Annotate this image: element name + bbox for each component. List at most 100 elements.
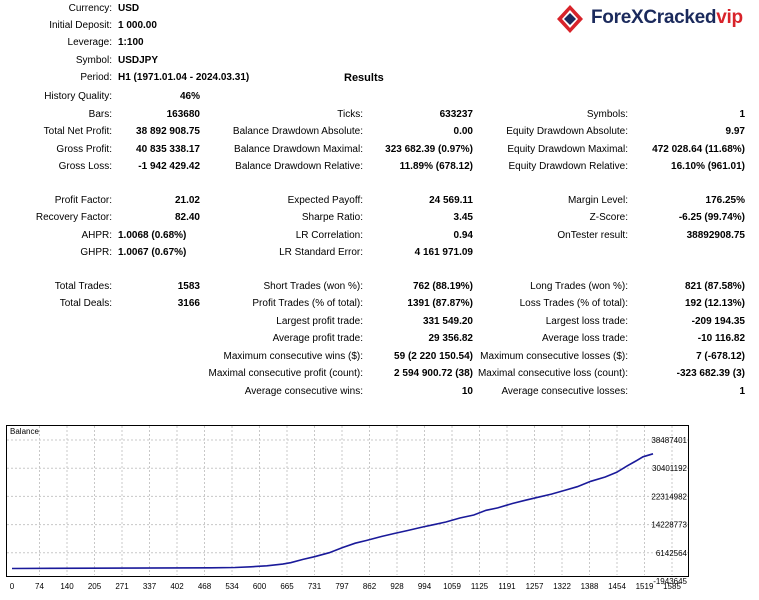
currency-label: Currency:: [68, 3, 112, 14]
lr-standard-error-value: 4 161 971.09: [414, 247, 473, 258]
symbols-label: Symbols:: [586, 109, 628, 120]
y-tick-label: 38487401: [651, 436, 687, 445]
z-score-label: Z-Score:: [589, 212, 628, 223]
x-tick-label: 74: [35, 582, 44, 591]
currency-value: USD: [118, 3, 140, 14]
lr-correlation-value: 0.94: [453, 230, 473, 241]
ghpr-label: GHPR:: [80, 247, 112, 258]
ontester-result-value: 38892908.75: [686, 230, 745, 241]
largest-loss-trade-label: Largest loss trade:: [545, 316, 628, 327]
avg-consecutive-wins-value: 10: [461, 386, 473, 397]
max-consecutive-wins-label: Maximum consecutive wins ($):: [223, 351, 363, 362]
loss-trades-label: Loss Trades (% of total):: [519, 298, 628, 309]
balance-chart: 0 74 140 205 271 337 402 468 534 600 665 731 797 862 9…: [6, 425, 689, 591]
x-tick-label: 1322: [553, 582, 571, 591]
chart-title: Balance: [10, 427, 39, 436]
avg-consecutive-losses-value: 1: [739, 386, 745, 397]
equity-dd-maximal-value: 472 028.64 (11.68%): [652, 144, 745, 155]
x-tick-label: 271: [115, 582, 129, 591]
x-tick-label: 600: [253, 582, 267, 591]
z-score-value: -6.25 (99.74%): [678, 212, 745, 223]
largest-profit-trade-value: 331 549.20: [422, 316, 473, 327]
average-profit-trade-label: Average profit trade:: [272, 333, 363, 344]
short-trades-label: Short Trades (won %):: [263, 281, 363, 292]
lr-standard-error-label: LR Standard Error:: [279, 247, 363, 258]
x-tick-label: 994: [418, 582, 432, 591]
logo-text-accent: vip: [716, 7, 743, 28]
ahpr-value: 1.0068 (0.68%): [118, 230, 187, 241]
period-label: Period:: [80, 72, 112, 83]
x-tick-label: 1191: [498, 582, 516, 591]
average-loss-trade-label: Average loss trade:: [542, 333, 628, 344]
margin-level-label: Margin Level:: [567, 195, 628, 206]
symbol-value: USDJPY: [118, 55, 159, 66]
expected-payoff-value: 24 569.11: [429, 195, 473, 206]
sharpe-ratio-label: Sharpe Ratio:: [301, 212, 363, 223]
x-tick-label: 731: [308, 582, 322, 591]
x-tick-label: 862: [363, 582, 377, 591]
results-title: Results: [344, 72, 384, 84]
y-tick-label: 22314982: [651, 492, 687, 501]
y-tick-label: 14228773: [651, 521, 687, 530]
profit-trades-value: 1391 (87.87%): [407, 298, 473, 309]
maximal-consecutive-profit-value: 2 594 900.72 (38): [394, 368, 473, 379]
x-tick-label: 402: [170, 582, 184, 591]
maximal-consecutive-loss-value: -323 682.39 (3): [676, 368, 745, 379]
total-deals-label: Total Deals:: [59, 298, 112, 309]
max-consecutive-losses-value: 7 (-678.12): [696, 351, 745, 362]
logo-text: ForeXCrackedvip: [591, 7, 743, 29]
loss-trades-value: 192 (12.13%): [684, 298, 745, 309]
balance-dd-absolute-label: Balance Drawdown Absolute:: [232, 126, 363, 137]
equity-dd-absolute-value: 9.97: [725, 126, 745, 137]
x-tick-label: 797: [335, 582, 349, 591]
gross-profit-label: Gross Profit:: [56, 144, 112, 155]
bars-value: 163680: [166, 109, 200, 120]
total-trades-value: 1583: [177, 281, 200, 292]
bars-label: Bars:: [88, 109, 112, 120]
x-tick-label: 928: [390, 582, 404, 591]
balance-dd-relative-label: Balance Drawdown Relative:: [235, 161, 363, 172]
gross-profit-value: 40 835 338.17: [136, 144, 200, 155]
profit-factor-value: 21.02: [174, 195, 200, 206]
total-trades-label: Total Trades:: [54, 281, 112, 292]
equity-dd-relative-label: Equity Drawdown Relative:: [508, 161, 629, 172]
x-tick-label: 140: [60, 582, 74, 591]
y-tick-label: -1943645: [653, 577, 687, 586]
history-quality-label: History Quality:: [44, 91, 112, 102]
total-net-profit-value: 38 892 908.75: [136, 126, 200, 137]
profit-trades-label: Profit Trades (% of total):: [252, 298, 363, 309]
margin-level-value: 176.25%: [705, 195, 745, 206]
maximal-consecutive-loss-label: Maximal consecutive loss (count):: [477, 368, 628, 379]
chart-frame: [6, 425, 689, 577]
recovery-factor-label: Recovery Factor:: [35, 212, 112, 223]
long-trades-label: Long Trades (won %):: [530, 281, 628, 292]
largest-loss-trade-value: -209 194.35: [691, 316, 745, 327]
avg-consecutive-losses-label: Average consecutive losses:: [501, 386, 628, 397]
x-tick-label: 534: [225, 582, 239, 591]
equity-dd-absolute-label: Equity Drawdown Absolute:: [506, 126, 628, 137]
ticks-label: Ticks:: [337, 109, 363, 120]
x-tick-label: 1059: [443, 582, 461, 591]
x-tick-label: 1585: [663, 582, 681, 591]
x-tick-label: 205: [88, 582, 102, 591]
history-quality-value: 46%: [179, 91, 200, 102]
ahpr-label: AHPR:: [81, 230, 112, 241]
x-tick-label: 1257: [526, 582, 544, 591]
leverage-label: Leverage:: [67, 37, 112, 48]
largest-profit-trade-label: Largest profit trade:: [276, 316, 363, 327]
equity-dd-maximal-label: Equity Drawdown Maximal:: [507, 144, 628, 155]
lr-correlation-label: LR Correlation:: [295, 230, 363, 241]
symbols-value: 1: [739, 109, 745, 120]
logo-icon: [557, 5, 583, 33]
x-tick-label: 1388: [581, 582, 599, 591]
long-trades-value: 821 (87.58%): [684, 281, 745, 292]
initial-deposit-label: Initial Deposit:: [49, 20, 112, 31]
balance-dd-maximal-value: 323 682.39 (0.97%): [385, 144, 473, 155]
balance-dd-absolute-value: 0.00: [453, 126, 473, 137]
ghpr-value: 1.0067 (0.67%): [118, 247, 187, 258]
period-value: H1 (1971.01.04 - 2024.03.31): [118, 72, 250, 83]
ticks-value: 633237: [439, 109, 473, 120]
maximal-consecutive-profit-label: Maximal consecutive profit (count):: [208, 368, 363, 379]
brand-logo: ForeXCrackedvip: [555, 4, 755, 34]
profit-factor-label: Profit Factor:: [54, 195, 112, 206]
